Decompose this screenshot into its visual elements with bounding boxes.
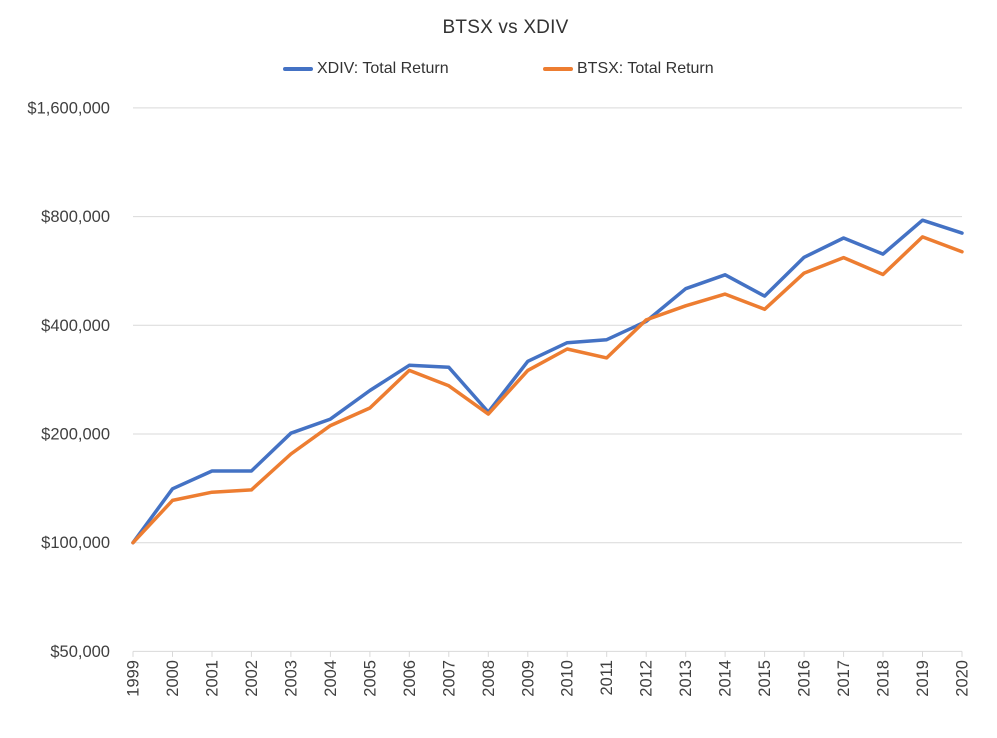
y-axis-tick-label: $800,000 — [41, 208, 110, 226]
x-axis-year-label: 2015 — [756, 660, 774, 697]
y-axis-tick-label: $100,000 — [41, 534, 110, 552]
x-axis-year-label: 2013 — [677, 660, 695, 697]
x-axis-year-label: 2009 — [519, 660, 537, 697]
y-axis-tick-label: $400,000 — [41, 317, 110, 335]
x-axis-year-label: 2017 — [835, 660, 853, 697]
legend-line-swatch-xdiv — [283, 67, 313, 71]
series-line-xdiv — [131, 218, 964, 545]
x-axis-year-label: 2014 — [717, 660, 735, 697]
legend-item-btsx: BTSX: Total Return — [543, 60, 714, 78]
x-axis-year-label: 2008 — [480, 660, 498, 697]
x-axis-year-label: 2007 — [440, 660, 458, 697]
x-axis-year-label: 2003 — [282, 660, 300, 697]
x-axis-year-label: 2018 — [875, 660, 893, 697]
x-axis-year-label: 2004 — [322, 660, 340, 697]
series-line-btsx — [131, 235, 964, 545]
y-axis-tick-label: $200,000 — [41, 426, 110, 444]
x-axis-year-label: 2020 — [954, 660, 972, 697]
x-axis-year-label: 2002 — [243, 660, 261, 697]
y-axis-tick-label: $50,000 — [50, 643, 110, 661]
x-axis-year-label: 2019 — [914, 660, 932, 697]
legend-label-btsx: BTSX: Total Return — [577, 60, 714, 77]
x-axis-year-label: 1999 — [125, 660, 143, 697]
x-axis-year-label: 2000 — [164, 660, 182, 697]
x-axis-year-label: 2005 — [361, 660, 379, 697]
x-axis-year-label: 2010 — [559, 660, 577, 697]
legend-label-xdiv: XDIV: Total Return — [317, 60, 449, 77]
x-axis-year-label: 2016 — [796, 660, 814, 697]
legend-item-xdiv: XDIV: Total Return — [283, 60, 449, 78]
chart-title: BTSX vs XDIV — [442, 17, 569, 38]
x-axis-year-label: 2011 — [598, 660, 616, 695]
x-axis-year-label: 2001 — [204, 660, 222, 697]
legend-line-swatch-btsx — [543, 67, 573, 71]
x-axis-year-label: 2012 — [638, 660, 656, 697]
y-axis-tick-label: $1,600,000 — [27, 99, 110, 117]
x-axis-year-label: 2006 — [401, 660, 419, 697]
